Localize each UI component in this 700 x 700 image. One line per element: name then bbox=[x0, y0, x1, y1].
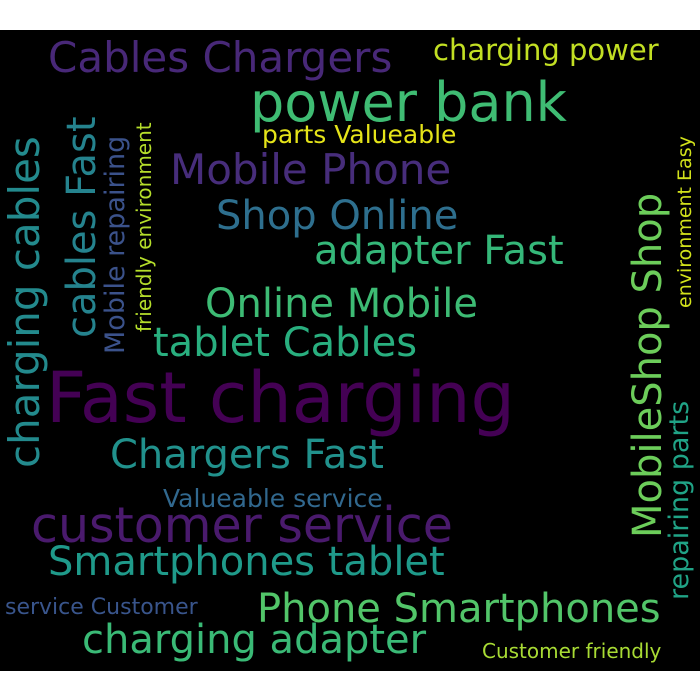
word-smartphones-tablet: Smartphones tablet bbox=[48, 539, 445, 585]
word-power-bank: power bank bbox=[250, 71, 567, 134]
word-charging-adapter: charging adapter bbox=[82, 617, 427, 663]
word-fast-charging: Fast charging bbox=[46, 357, 515, 439]
word-cloud-canvas: Cables Chargers charging power power ban… bbox=[0, 30, 700, 671]
word-online-mobile: Online Mobile bbox=[205, 281, 478, 327]
word-customer-friendly: Customer friendly bbox=[482, 639, 662, 663]
word-cables-fast: cables Fast bbox=[59, 116, 105, 338]
word-tablet-cables: tablet Cables bbox=[153, 320, 418, 366]
word-service-customer: service Customer bbox=[5, 595, 198, 620]
word-friendly-environment: friendly environment bbox=[132, 122, 156, 332]
word-adapter-fast: adapter Fast bbox=[314, 228, 564, 274]
word-environment-easy: environment Easy bbox=[674, 136, 696, 308]
word-phone-smartphones: Phone Smartphones bbox=[257, 586, 661, 632]
word-customer-service: customer service bbox=[31, 497, 453, 554]
word-charging-power: charging power bbox=[433, 33, 659, 67]
word-parts-valueable: parts Valueable bbox=[262, 120, 457, 149]
word-chargers-fast: Chargers Fast bbox=[110, 432, 384, 478]
word-charging-cables: charging cables bbox=[0, 136, 49, 468]
word-mobile-repairing: Mobile repairing bbox=[100, 135, 131, 354]
word-valueable-service: Valueable service bbox=[163, 484, 383, 513]
word-cables-chargers: Cables Chargers bbox=[48, 33, 393, 82]
word-mobile-phone: Mobile Phone bbox=[170, 145, 452, 194]
word-mobileshop-shop: MobileShop Shop bbox=[625, 192, 671, 538]
word-repairing-parts: repairing parts bbox=[664, 400, 695, 600]
word-shop-online: Shop Online bbox=[216, 193, 459, 239]
